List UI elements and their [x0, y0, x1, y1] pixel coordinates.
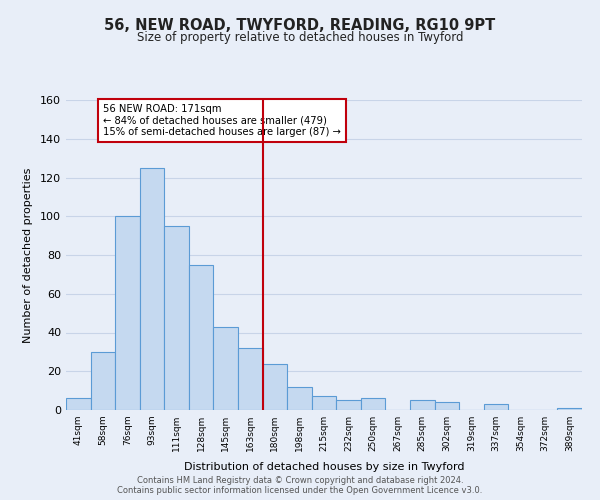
Text: 56 NEW ROAD: 171sqm
← 84% of detached houses are smaller (479)
15% of semi-detac: 56 NEW ROAD: 171sqm ← 84% of detached ho… — [103, 104, 341, 137]
Bar — [214, 326, 238, 410]
Text: Size of property relative to detached houses in Twyford: Size of property relative to detached ho… — [137, 31, 463, 44]
Bar — [484, 404, 508, 410]
Bar — [263, 364, 287, 410]
Bar — [140, 168, 164, 410]
Bar — [336, 400, 361, 410]
Bar — [410, 400, 434, 410]
Bar — [434, 402, 459, 410]
Text: 56, NEW ROAD, TWYFORD, READING, RG10 9PT: 56, NEW ROAD, TWYFORD, READING, RG10 9PT — [104, 18, 496, 32]
Bar — [312, 396, 336, 410]
Bar — [91, 352, 115, 410]
Bar — [238, 348, 263, 410]
Bar — [164, 226, 189, 410]
Bar — [557, 408, 582, 410]
Bar — [66, 398, 91, 410]
Text: Contains public sector information licensed under the Open Government Licence v3: Contains public sector information licen… — [118, 486, 482, 495]
Text: Contains HM Land Registry data © Crown copyright and database right 2024.: Contains HM Land Registry data © Crown c… — [137, 476, 463, 485]
X-axis label: Distribution of detached houses by size in Twyford: Distribution of detached houses by size … — [184, 462, 464, 472]
Bar — [361, 398, 385, 410]
Bar — [189, 264, 214, 410]
Y-axis label: Number of detached properties: Number of detached properties — [23, 168, 33, 342]
Bar — [115, 216, 140, 410]
Bar — [287, 387, 312, 410]
